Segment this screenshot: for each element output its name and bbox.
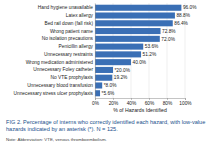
tick-mark (113, 98, 114, 100)
data-label: *20.0% (115, 68, 131, 73)
tick-label: 60% (145, 101, 155, 106)
bar (95, 12, 175, 18)
tick: No VTE prophylaxis (51, 75, 95, 80)
tick: Unnecessary Foley catheter (33, 67, 95, 72)
tick: 20% (109, 98, 119, 106)
data-label: 19.2% (114, 75, 128, 80)
tick-mark (149, 98, 150, 100)
tick-label: No isolation precautions (42, 36, 94, 41)
data-label: 72.0% (161, 37, 175, 42)
tick: Penicillin allergy (59, 44, 95, 49)
bar (95, 36, 160, 42)
tick-label: Wrong patient name (50, 29, 93, 34)
tick-label: 40% (127, 101, 137, 106)
tick: Wrong patient name (50, 29, 95, 34)
tick: Latex allergy (66, 13, 95, 18)
tick: Bed rail down (fall risk) (44, 21, 95, 26)
tick-label: Unnecessary restraints (44, 52, 94, 57)
tick-label: 0% (92, 101, 100, 106)
caption: FIG 2. Percentage of interns who correct… (6, 119, 205, 132)
tick: Unnecessary restraints (44, 52, 95, 57)
bar (95, 75, 112, 81)
tick-label: Unnecessary blood transfusion (27, 83, 93, 88)
axis-line (95, 4, 96, 99)
bar (95, 44, 143, 50)
bar (95, 82, 102, 88)
data-labels: 96.0% 88.8% 86.4% 72.8% 72.0%53.6% 51.2% 40.0%… (102, 5, 198, 96)
y-axis: Hand hygiene unavailable Latex allergy Bed… (14, 4, 96, 99)
bar (95, 67, 113, 73)
tick: 60% (145, 98, 155, 106)
data-label: *5.6% (102, 91, 116, 96)
grid (95, 3, 185, 98)
tick-label: Unnecessary Foley catheter (33, 67, 93, 72)
bar (95, 5, 181, 11)
tick: Unnecessary blood transfusion (27, 83, 95, 88)
data-label: 96.0% (183, 5, 197, 10)
tick-mark (95, 98, 96, 100)
bar (95, 20, 173, 26)
data-label: 88.8% (176, 13, 190, 18)
tick-label: 20% (109, 101, 119, 106)
data-label: 72.8% (162, 29, 176, 34)
tick: 100% (179, 98, 192, 106)
tick-label: Wrong medication administered (26, 60, 94, 65)
tick: 40% (127, 98, 137, 106)
note: Note: Abbreviation: VTE, venous thromboe… (6, 137, 107, 142)
bar (95, 59, 131, 65)
x-axis-title: % of Hazards Identified (113, 107, 167, 113)
data-label: 86.4% (174, 21, 188, 26)
bar (95, 51, 141, 57)
axis-line (96, 99, 186, 101)
tick: 80% (163, 98, 173, 106)
tick: Unnecessary stress ulcer prophylaxis (14, 91, 95, 96)
tick-label: Hand hygiene unavailable (38, 5, 94, 10)
tick-label: Unnecessary stress ulcer prophylaxis (14, 91, 94, 96)
tick: Hand hygiene unavailable (38, 5, 95, 10)
tick: Wrong medication administered (26, 60, 95, 65)
tick: 0% (92, 98, 100, 106)
tick-label: Bed rail down (fall risk) (44, 21, 93, 26)
data-label: 53.6% (145, 44, 159, 49)
chart: 96.0% 88.8% 86.4% 72.8% 72.0%53.6% 51.2% 40.0%… (0, 0, 220, 154)
x-axis: 0% 20% 40% 60% 80% 100% (92, 98, 192, 106)
tick-label: 80% (163, 101, 173, 106)
data-label: *8.0% (104, 83, 118, 88)
plot: 96.0% 88.8% 86.4% 72.8% 72.0%53.6% 51.2% 40.0%… (14, 3, 198, 106)
tick-mark (185, 98, 186, 100)
tick-label: No VTE prophylaxis (51, 75, 94, 80)
bar (95, 28, 161, 34)
tick: No isolation precautions (42, 36, 95, 41)
data-label: 40.0% (133, 60, 147, 65)
data-label: 51.2% (143, 52, 157, 57)
tick-label: 100% (179, 101, 192, 106)
tick-label: Latex allergy (66, 13, 94, 18)
bar (95, 90, 100, 96)
tick-mark (167, 98, 168, 100)
tick-mark (131, 98, 132, 100)
bars (95, 5, 181, 97)
tick-label: Penicillin allergy (59, 44, 94, 49)
